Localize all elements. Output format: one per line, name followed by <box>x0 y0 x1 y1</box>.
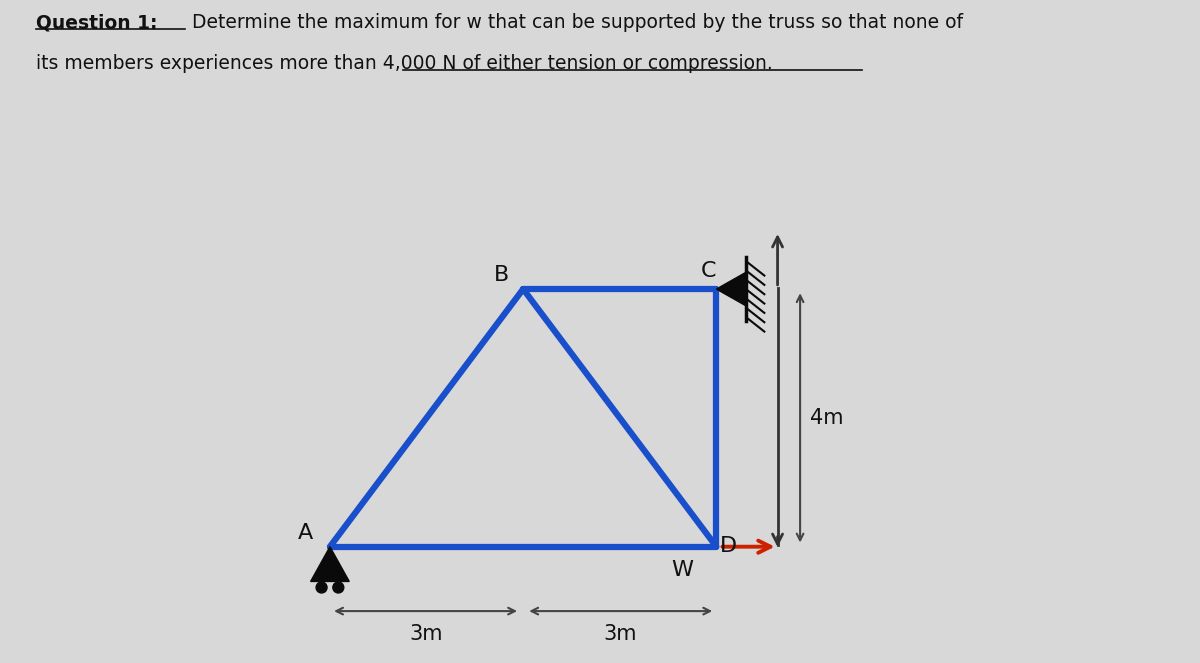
Text: Question 1:: Question 1: <box>36 13 157 32</box>
Text: its members experiences more than 4,000 N of either tension or compression.: its members experiences more than 4,000 … <box>36 54 773 74</box>
Polygon shape <box>716 272 745 306</box>
Text: C: C <box>701 261 715 282</box>
Polygon shape <box>311 547 349 581</box>
Text: 3m: 3m <box>604 624 636 644</box>
Text: A: A <box>298 523 313 543</box>
Text: B: B <box>494 265 510 285</box>
Text: D: D <box>720 536 737 556</box>
Circle shape <box>332 582 343 593</box>
Text: 3m: 3m <box>409 624 443 644</box>
Text: Determine the maximum for w that can be supported by the truss so that none of: Determine the maximum for w that can be … <box>186 13 964 32</box>
Text: 4m: 4m <box>810 408 844 428</box>
Circle shape <box>316 582 328 593</box>
Text: W: W <box>671 560 694 579</box>
